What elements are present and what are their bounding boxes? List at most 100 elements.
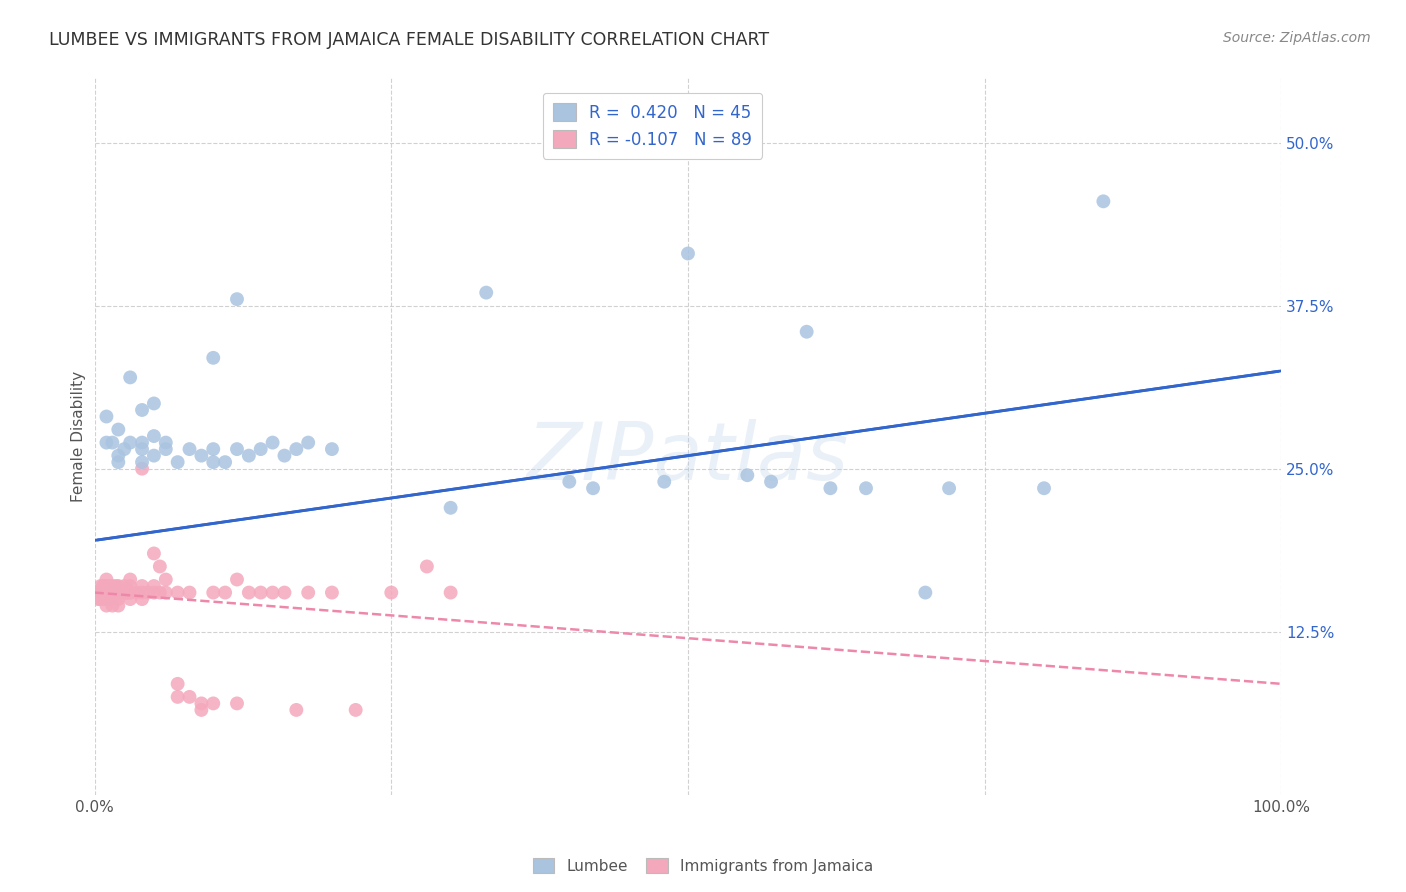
Point xyxy=(87,592,110,607)
Point xyxy=(131,579,153,593)
Point xyxy=(202,442,225,456)
Point xyxy=(321,442,343,456)
Point xyxy=(120,573,142,587)
Point xyxy=(131,592,153,607)
Point xyxy=(90,585,112,599)
Point xyxy=(105,585,128,599)
Point xyxy=(96,409,118,424)
Point xyxy=(107,599,129,613)
Point xyxy=(273,585,295,599)
Point xyxy=(120,585,142,599)
Point xyxy=(297,585,319,599)
Point xyxy=(100,585,122,599)
Point xyxy=(238,585,260,599)
Text: ZIPatlas: ZIPatlas xyxy=(527,418,849,497)
Point xyxy=(155,442,177,456)
Point xyxy=(112,585,135,599)
Point xyxy=(202,697,225,711)
Point xyxy=(179,442,201,456)
Point xyxy=(238,449,260,463)
Point xyxy=(558,475,581,489)
Point xyxy=(249,442,271,456)
Point xyxy=(98,592,121,607)
Point xyxy=(96,579,118,593)
Point xyxy=(439,500,461,515)
Point xyxy=(149,585,172,599)
Point xyxy=(103,585,125,599)
Point xyxy=(475,285,498,300)
Point xyxy=(166,455,188,469)
Point xyxy=(96,585,118,599)
Point xyxy=(131,403,153,417)
Text: Source: ZipAtlas.com: Source: ZipAtlas.com xyxy=(1223,31,1371,45)
Point xyxy=(91,585,114,599)
Point xyxy=(96,573,118,587)
Point xyxy=(101,579,124,593)
Point xyxy=(297,435,319,450)
Point xyxy=(111,585,134,599)
Point xyxy=(285,703,308,717)
Point xyxy=(262,585,284,599)
Point xyxy=(582,481,605,495)
Point xyxy=(89,585,111,599)
Legend: Lumbee, Immigrants from Jamaica: Lumbee, Immigrants from Jamaica xyxy=(527,852,879,880)
Point xyxy=(737,468,759,483)
Point xyxy=(94,585,117,599)
Point xyxy=(112,585,135,599)
Point xyxy=(262,435,284,450)
Point xyxy=(202,585,225,599)
Point xyxy=(107,592,129,607)
Point xyxy=(93,585,115,599)
Point xyxy=(155,573,177,587)
Point xyxy=(131,461,153,475)
Point xyxy=(166,585,188,599)
Point xyxy=(938,481,960,495)
Point xyxy=(796,325,818,339)
Point xyxy=(214,455,236,469)
Point xyxy=(131,435,153,450)
Point xyxy=(101,585,124,599)
Point xyxy=(96,435,118,450)
Point xyxy=(117,585,139,599)
Point xyxy=(107,585,129,599)
Point xyxy=(855,481,877,495)
Point xyxy=(416,559,439,574)
Point xyxy=(214,585,236,599)
Point xyxy=(155,585,177,599)
Point xyxy=(86,585,108,599)
Point xyxy=(439,585,461,599)
Point xyxy=(107,585,129,599)
Point xyxy=(166,677,188,691)
Point xyxy=(91,579,114,593)
Point xyxy=(142,585,165,599)
Point xyxy=(142,429,165,443)
Point xyxy=(89,592,111,607)
Point xyxy=(190,703,212,717)
Point xyxy=(344,703,367,717)
Point xyxy=(107,423,129,437)
Point xyxy=(321,585,343,599)
Point xyxy=(190,449,212,463)
Point xyxy=(1033,481,1056,495)
Point xyxy=(93,592,115,607)
Point xyxy=(142,579,165,593)
Point xyxy=(125,585,148,599)
Point xyxy=(107,449,129,463)
Y-axis label: Female Disability: Female Disability xyxy=(72,370,86,501)
Point xyxy=(142,449,165,463)
Point xyxy=(155,435,177,450)
Point xyxy=(131,455,153,469)
Point xyxy=(131,585,153,599)
Point xyxy=(120,370,142,384)
Point xyxy=(112,579,135,593)
Point xyxy=(96,585,118,599)
Point xyxy=(226,292,249,306)
Point xyxy=(96,599,118,613)
Point xyxy=(202,455,225,469)
Point xyxy=(115,585,138,599)
Point xyxy=(820,481,842,495)
Point xyxy=(136,585,159,599)
Point xyxy=(380,585,402,599)
Point xyxy=(652,475,675,489)
Point xyxy=(202,351,225,365)
